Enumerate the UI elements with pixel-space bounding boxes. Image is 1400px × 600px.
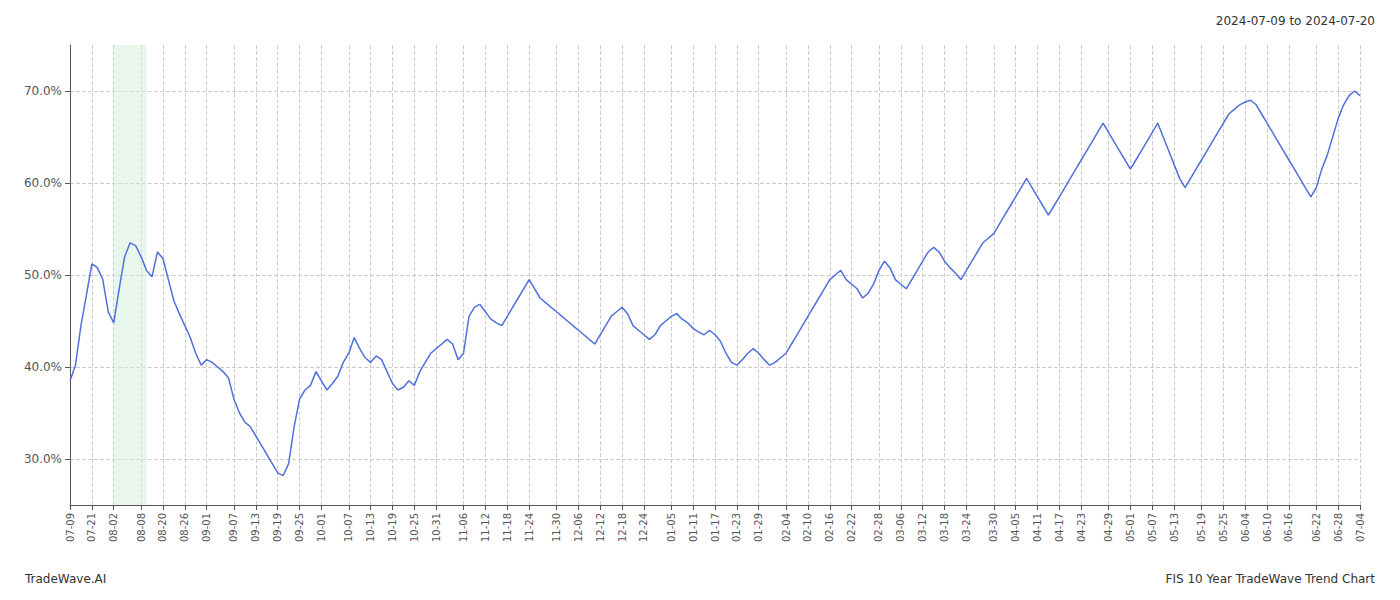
svg-text:06-28: 06-28 xyxy=(1333,513,1344,542)
svg-text:01-11: 01-11 xyxy=(688,513,699,542)
svg-text:07-21: 07-21 xyxy=(86,513,97,542)
svg-text:30.0%: 30.0% xyxy=(24,452,62,466)
svg-text:08-20: 08-20 xyxy=(157,513,168,542)
svg-text:11-30: 11-30 xyxy=(551,513,562,542)
svg-text:08-08: 08-08 xyxy=(136,513,147,542)
svg-text:03-18: 03-18 xyxy=(939,513,950,542)
svg-text:11-12: 11-12 xyxy=(480,513,491,542)
svg-text:03-06: 03-06 xyxy=(895,513,906,542)
svg-text:12-06: 12-06 xyxy=(573,513,584,542)
svg-text:FIS 10 Year TradeWave Trend Ch: FIS 10 Year TradeWave Trend Chart xyxy=(1166,572,1376,586)
svg-text:03-12: 03-12 xyxy=(917,513,928,542)
svg-text:11-06: 11-06 xyxy=(458,513,469,542)
svg-text:11-18: 11-18 xyxy=(502,513,513,542)
svg-text:09-07: 09-07 xyxy=(228,513,239,542)
svg-text:09-13: 09-13 xyxy=(250,513,261,542)
svg-text:02-28: 02-28 xyxy=(873,513,884,542)
svg-text:11-24: 11-24 xyxy=(524,513,535,542)
svg-text:70.0%: 70.0% xyxy=(24,84,62,98)
svg-text:05-25: 05-25 xyxy=(1218,513,1229,542)
svg-text:02-22: 02-22 xyxy=(846,513,857,542)
svg-text:09-25: 09-25 xyxy=(294,513,305,542)
svg-text:40.0%: 40.0% xyxy=(24,360,62,374)
svg-text:10-07: 10-07 xyxy=(343,513,354,542)
svg-text:03-30: 03-30 xyxy=(988,513,999,542)
svg-text:01-23: 01-23 xyxy=(731,513,742,542)
svg-text:10-31: 10-31 xyxy=(431,513,442,542)
svg-text:12-24: 12-24 xyxy=(638,513,649,542)
svg-text:07-09: 07-09 xyxy=(65,513,76,542)
svg-text:01-17: 01-17 xyxy=(710,513,721,542)
svg-text:10-13: 10-13 xyxy=(365,513,376,542)
svg-text:04-11: 04-11 xyxy=(1032,513,1043,542)
svg-text:06-10: 06-10 xyxy=(1262,513,1273,542)
svg-text:05-19: 05-19 xyxy=(1196,513,1207,542)
svg-text:01-29: 01-29 xyxy=(753,513,764,542)
svg-text:06-16: 06-16 xyxy=(1283,513,1294,542)
svg-text:10-25: 10-25 xyxy=(409,513,420,542)
svg-text:60.0%: 60.0% xyxy=(24,176,62,190)
svg-text:06-22: 06-22 xyxy=(1311,513,1322,542)
svg-text:09-01: 09-01 xyxy=(201,513,212,542)
svg-text:09-19: 09-19 xyxy=(272,513,283,542)
svg-text:05-01: 05-01 xyxy=(1125,513,1136,542)
svg-text:05-13: 05-13 xyxy=(1169,513,1180,542)
svg-text:08-02: 08-02 xyxy=(108,513,119,542)
svg-text:05-07: 05-07 xyxy=(1147,513,1158,542)
svg-text:10-01: 10-01 xyxy=(316,513,327,542)
svg-text:04-23: 04-23 xyxy=(1076,513,1087,542)
svg-text:12-12: 12-12 xyxy=(595,513,606,542)
svg-text:01-05: 01-05 xyxy=(666,513,677,542)
svg-text:04-17: 04-17 xyxy=(1054,513,1065,542)
svg-text:02-16: 02-16 xyxy=(824,513,835,542)
svg-text:07-04: 07-04 xyxy=(1355,513,1366,542)
svg-text:03-24: 03-24 xyxy=(961,513,972,542)
svg-text:2024-07-09 to 2024-07-20: 2024-07-09 to 2024-07-20 xyxy=(1216,14,1375,28)
svg-text:50.0%: 50.0% xyxy=(24,268,62,282)
svg-text:02-10: 02-10 xyxy=(802,513,813,542)
svg-text:08-26: 08-26 xyxy=(179,513,190,542)
svg-text:TradeWave.AI: TradeWave.AI xyxy=(24,572,106,586)
svg-text:06-04: 06-04 xyxy=(1240,513,1251,542)
svg-text:12-18: 12-18 xyxy=(617,513,628,542)
svg-text:10-19: 10-19 xyxy=(387,513,398,542)
svg-text:02-04: 02-04 xyxy=(781,513,792,542)
svg-text:04-05: 04-05 xyxy=(1010,513,1021,542)
svg-text:04-29: 04-29 xyxy=(1103,513,1114,542)
